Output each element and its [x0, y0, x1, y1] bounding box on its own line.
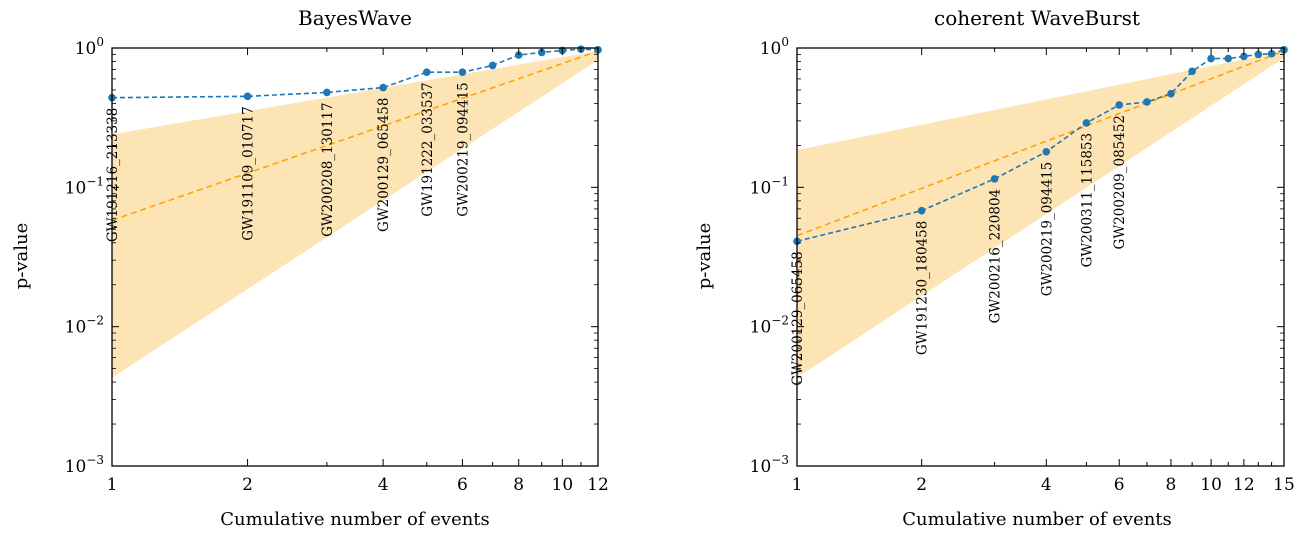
- event-label: GW200129_065458: [376, 98, 392, 232]
- data-point: [1207, 55, 1215, 63]
- coherent-waveburst-panel: coherent WaveBurst Cumulative number of …: [694, 6, 1295, 530]
- data-point: [423, 68, 431, 76]
- x-tick-label: 12: [587, 475, 609, 495]
- y-tick-label: 10−1: [750, 174, 789, 198]
- event-label: GW200209_085452: [1112, 115, 1128, 249]
- data-point: [379, 84, 387, 92]
- x-tick-label: 4: [378, 475, 389, 495]
- data-point: [244, 93, 252, 101]
- bayeswave-panel: BayesWave Cumulative number of events p-…: [11, 6, 609, 530]
- data-point: [1143, 98, 1151, 106]
- chart-title: BayesWave: [298, 6, 412, 30]
- event-label: GW200129_065458: [790, 251, 806, 385]
- x-tick-label: 10: [552, 475, 574, 495]
- chart-title: coherent WaveBurst: [934, 6, 1140, 30]
- event-label: GW200216_220804: [988, 189, 1004, 323]
- x-tick-label: 8: [513, 475, 524, 495]
- event-label: GW191222_033537: [420, 82, 436, 216]
- x-tick-label: 6: [457, 475, 468, 495]
- y-tick-label: 100: [75, 35, 104, 59]
- y-tick-label: 100: [760, 35, 789, 59]
- data-point: [323, 89, 331, 97]
- x-tick-label: 12: [1233, 475, 1255, 495]
- x-axis-label: Cumulative number of events: [220, 509, 490, 530]
- x-tick-label: 1: [107, 475, 118, 495]
- x-tick-label: 4: [1041, 475, 1052, 495]
- data-point: [489, 62, 497, 70]
- event-label: GW200311_115853: [1079, 133, 1095, 267]
- data-point: [1188, 68, 1196, 76]
- event-label: GW191216_213338: [105, 108, 121, 242]
- y-tick-label: 10−3: [65, 453, 104, 477]
- data-point: [991, 175, 999, 183]
- x-tick-label: 1: [792, 475, 803, 495]
- y-axis-label: p-value: [11, 223, 32, 290]
- event-label: GW200219_094415: [1039, 162, 1055, 296]
- x-tick-label: 2: [916, 475, 927, 495]
- x-tick-label: 15: [1273, 475, 1295, 495]
- data-point: [1083, 119, 1091, 127]
- y-tick-label: 10−1: [65, 174, 104, 198]
- confidence-band: [112, 51, 598, 378]
- event-label: GW200219_094415: [455, 82, 471, 216]
- y-tick-label: 10−3: [750, 453, 789, 477]
- event-label: GW191109_010717: [241, 106, 257, 240]
- y-tick-label: 10−2: [65, 314, 104, 338]
- x-tick-label: 10: [1200, 475, 1222, 495]
- x-axis-label: Cumulative number of events: [902, 509, 1172, 530]
- x-tick-label: 2: [242, 475, 253, 495]
- y-axis-label: p-value: [694, 223, 715, 290]
- y-tick-label: 10−2: [750, 314, 789, 338]
- x-tick-label: 6: [1114, 475, 1125, 495]
- data-point: [1167, 90, 1175, 98]
- event-label: GW200208_130117: [320, 102, 336, 236]
- data-point: [918, 207, 926, 215]
- x-tick-label: 8: [1166, 475, 1177, 495]
- event-label: GW191230_180458: [915, 221, 931, 355]
- data-point: [1115, 101, 1123, 109]
- data-point: [1043, 148, 1051, 156]
- data-point: [1224, 55, 1232, 63]
- data-point: [459, 68, 467, 76]
